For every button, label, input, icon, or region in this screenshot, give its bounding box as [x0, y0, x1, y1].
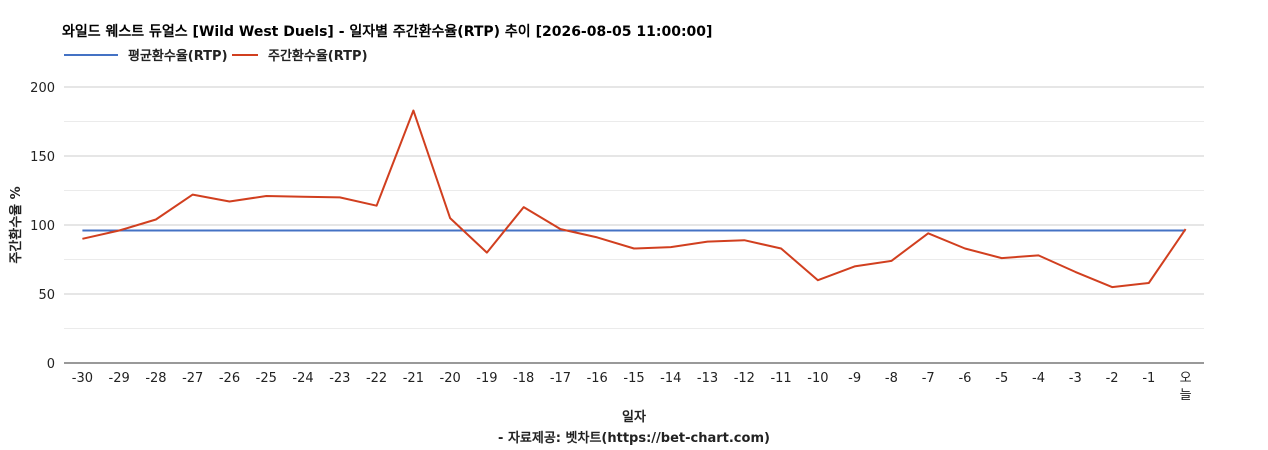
x-tick-label: -13	[697, 371, 718, 386]
x-tick-label: -23	[329, 371, 350, 386]
x-tick-label: -7	[922, 371, 935, 386]
legend-label-average: 평균환수율(RTP)	[128, 48, 228, 64]
x-tick-label: -1	[1142, 371, 1155, 386]
x-tick-label: -16	[587, 371, 608, 386]
x-tick-label: -6	[958, 371, 971, 386]
x-tick-label: -5	[995, 371, 1008, 386]
x-tick-label: -27	[182, 371, 203, 386]
gridlines	[64, 86, 1204, 329]
x-tick-label: -22	[366, 371, 387, 386]
legend: 평균환수율(RTP) 주간환수율(RTP)	[64, 48, 368, 64]
x-tick-label: -25	[256, 371, 277, 386]
x-axis-label: 일자	[622, 410, 646, 425]
x-tick-label: -10	[807, 371, 828, 386]
x-tick-label: -3	[1069, 371, 1082, 386]
legend-label-weekly: 주간환수율(RTP)	[268, 48, 368, 64]
series-line-weekly	[82, 109, 1187, 289]
x-tick-label: -21	[403, 371, 424, 386]
x-tick-label: -29	[109, 371, 130, 386]
y-tick-label: 150	[30, 150, 55, 165]
x-tick-label: -20	[440, 371, 461, 386]
y-tick-label: 200	[30, 81, 55, 96]
source-credit: - 자료제공: 벳차트(https://bet-chart.com)	[498, 430, 770, 446]
x-tick-label: -26	[219, 371, 240, 386]
x-tick-label: -19	[476, 371, 497, 386]
chart-title: 와일드 웨스트 듀얼스 [Wild West Duels] - 일자별 주간환수…	[62, 23, 712, 40]
x-tick-label: -8	[885, 371, 898, 386]
y-tick-label: 50	[38, 288, 55, 303]
y-axis-ticks: 0 50 100 150 200	[30, 81, 55, 372]
x-tick-label: -2	[1106, 371, 1119, 386]
x-tick-label: -17	[550, 371, 571, 386]
x-tick-label: -30	[72, 371, 93, 386]
y-tick-label: 100	[30, 219, 55, 234]
x-tick-label: -14	[660, 371, 681, 386]
x-tick-label: -24	[292, 371, 313, 386]
y-tick-label: 0	[47, 357, 55, 372]
x-tick-label: -18	[513, 371, 534, 386]
x-tick-label: -4	[1032, 371, 1045, 386]
x-tick-label: -12	[734, 371, 755, 386]
x-tick-label: -9	[848, 371, 861, 386]
series-lines	[82, 109, 1187, 289]
x-tick-label: -28	[145, 371, 166, 386]
y-axis-label: 주간환수율 %	[8, 186, 24, 263]
x-axis-ticks: -30 -29 -28 -27 -26 -25 -24 -23 -22 -21 -20 -19 -18 -…	[72, 371, 1192, 403]
x-tick-label: -11	[770, 371, 791, 386]
x-tick-label: -15	[623, 371, 644, 386]
